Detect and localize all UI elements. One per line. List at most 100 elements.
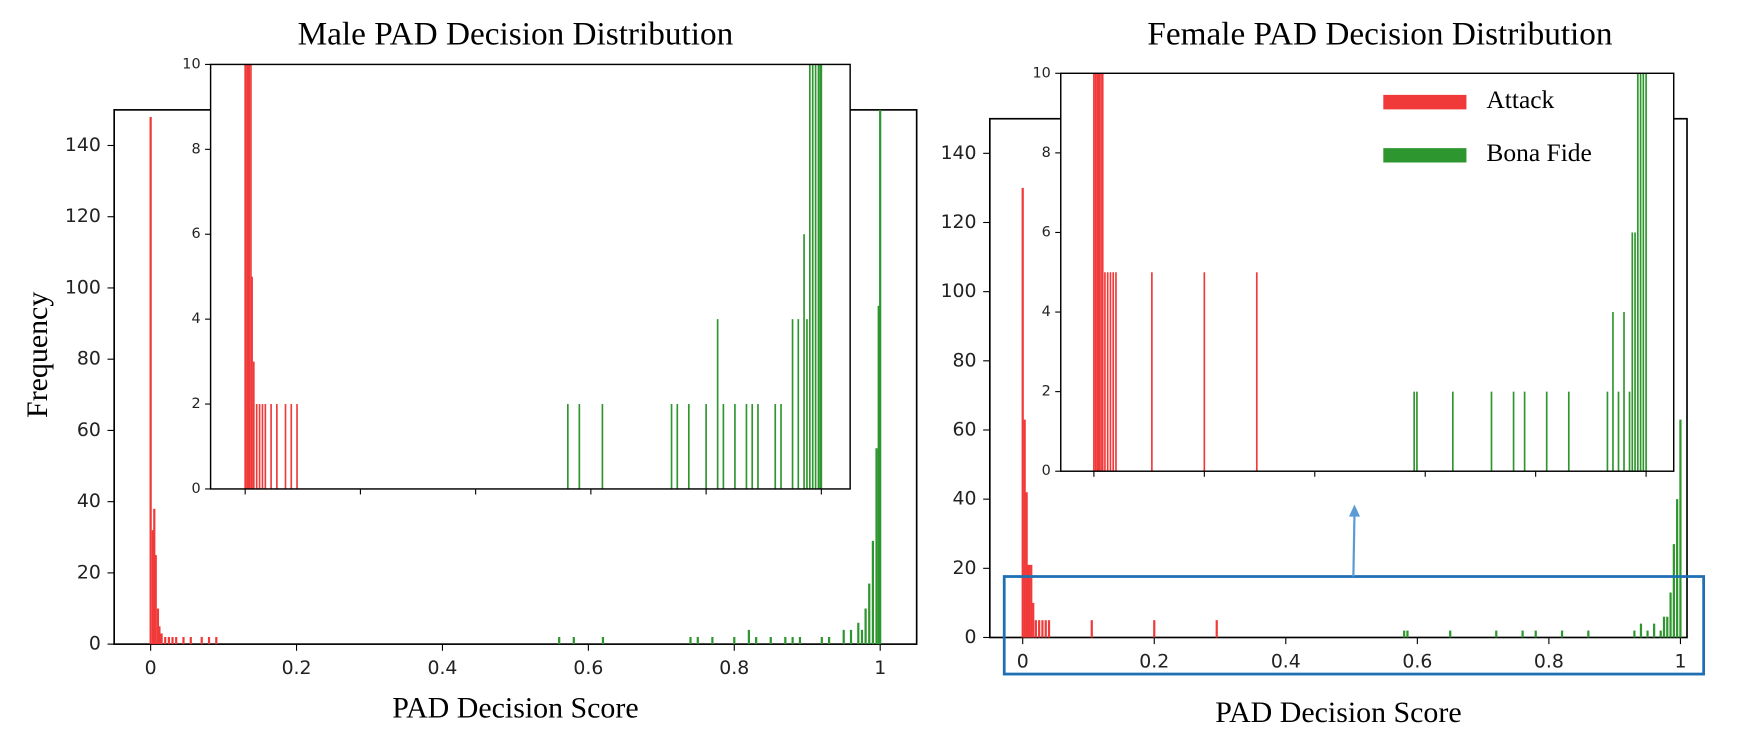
y-tick-label: 140 — [941, 143, 977, 164]
y-tick-label: 40 — [77, 491, 101, 512]
bar — [1106, 272, 1109, 472]
bar — [1642, 73, 1645, 472]
x-tick-label: 0.4 — [427, 658, 457, 679]
bar — [247, 64, 249, 489]
bar — [270, 404, 272, 489]
inset-frame — [209, 63, 851, 490]
bar — [755, 637, 758, 645]
bar — [158, 626, 161, 645]
bar — [1047, 620, 1051, 638]
x-tick-label: 0.4 — [1271, 651, 1301, 672]
bar — [1109, 272, 1112, 472]
bar — [1098, 73, 1101, 472]
y-tick-label: 120 — [941, 212, 977, 233]
bar — [1030, 564, 1033, 638]
x-tick-label: 0.8 — [719, 658, 749, 679]
bar — [182, 637, 185, 645]
bar — [797, 319, 800, 489]
bar — [1676, 499, 1679, 638]
bar — [864, 608, 867, 645]
bar — [1612, 312, 1614, 472]
bar — [558, 637, 561, 645]
bar — [1115, 272, 1117, 472]
bar — [1634, 232, 1636, 472]
bar — [1023, 419, 1026, 638]
bar — [1044, 620, 1047, 638]
bar — [1659, 630, 1662, 638]
bar — [1034, 620, 1037, 638]
bar — [820, 64, 823, 489]
bar — [1406, 630, 1409, 638]
bar — [1606, 391, 1609, 472]
bar — [811, 64, 814, 489]
bar — [1631, 232, 1634, 472]
bar — [1097, 73, 1100, 472]
y-tick-label: 80 — [953, 350, 977, 371]
y-tick-label: 20 — [77, 562, 101, 583]
bar — [1413, 391, 1416, 472]
bar — [1662, 616, 1666, 638]
bar — [1617, 391, 1620, 472]
y-tick-label: 60 — [953, 419, 977, 440]
inset-background — [210, 64, 851, 489]
bar — [1567, 391, 1570, 472]
x-tick-label: 0.6 — [573, 658, 603, 679]
bar — [250, 64, 252, 489]
inset-y-tick-label: 2 — [191, 396, 200, 412]
bar — [153, 508, 156, 645]
bar — [1633, 630, 1636, 638]
chart-title: Male PAD Decision Distribution — [298, 15, 734, 52]
bar — [877, 305, 880, 645]
y-tick-label: 80 — [77, 349, 101, 370]
bar — [875, 448, 878, 645]
bar — [769, 637, 772, 645]
bar — [215, 637, 218, 645]
bar — [879, 109, 882, 645]
inset-bars — [244, 64, 823, 489]
zoom-arrow — [1352, 513, 1356, 577]
bar — [1416, 391, 1418, 472]
inset-y-tick-label: 0 — [191, 481, 200, 497]
bar — [284, 404, 287, 489]
bar — [1094, 73, 1097, 472]
bar — [1523, 391, 1526, 472]
bar — [687, 404, 690, 489]
bar — [722, 404, 725, 489]
bar — [175, 637, 178, 645]
bar — [566, 404, 569, 489]
bar — [1653, 623, 1656, 638]
bar — [1560, 630, 1564, 638]
bar — [255, 404, 258, 489]
bar — [1093, 73, 1095, 472]
x-tick-label: 1 — [1674, 651, 1686, 672]
bar — [1639, 73, 1642, 472]
bar — [1623, 312, 1625, 472]
bar — [1534, 630, 1537, 638]
inset-frame — [1060, 72, 1675, 472]
bar — [160, 633, 163, 645]
bar — [819, 64, 822, 489]
y-tick-label: 20 — [953, 558, 977, 579]
bar — [1587, 630, 1590, 638]
bar — [860, 629, 864, 645]
bar — [1032, 602, 1035, 638]
bar — [676, 404, 679, 489]
y-tick-label: 0 — [89, 634, 101, 655]
y-tick-label: 40 — [953, 489, 977, 510]
inset-y-tick-label: 6 — [1042, 224, 1051, 240]
bar — [842, 629, 845, 645]
bar — [1026, 564, 1030, 638]
inset-y-tick-label: 10 — [182, 56, 200, 72]
bar — [1025, 492, 1028, 638]
x-tick-label: 0.2 — [1139, 651, 1169, 672]
y-tick-label: 120 — [65, 206, 101, 227]
bar — [1151, 272, 1153, 472]
bar — [1521, 630, 1524, 638]
inset-background — [1060, 73, 1674, 472]
bar — [1153, 620, 1156, 638]
inset-y-tick-label: 0 — [1042, 463, 1051, 479]
bar — [774, 404, 777, 489]
bar — [1646, 630, 1649, 638]
bar — [601, 637, 605, 645]
